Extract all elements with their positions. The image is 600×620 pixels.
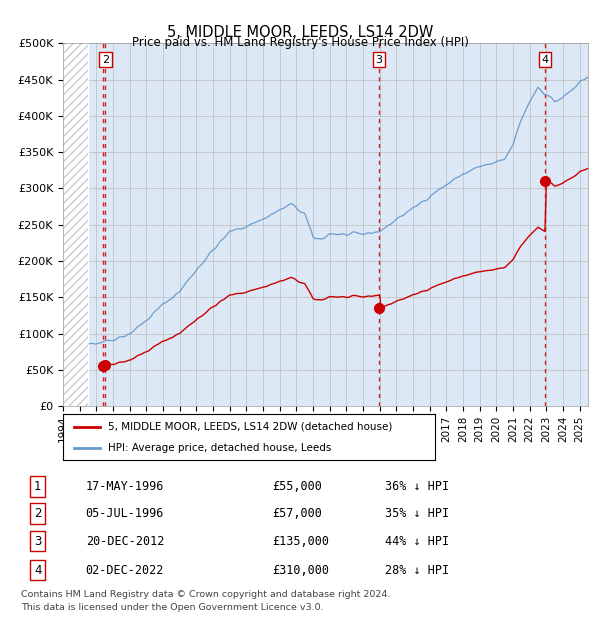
Text: 36% ↓ HPI: 36% ↓ HPI bbox=[385, 480, 449, 494]
Text: This data is licensed under the Open Government Licence v3.0.: This data is licensed under the Open Gov… bbox=[21, 603, 323, 612]
Text: 2: 2 bbox=[34, 507, 41, 520]
Text: 5, MIDDLE MOOR, LEEDS, LS14 2DW (detached house): 5, MIDDLE MOOR, LEEDS, LS14 2DW (detache… bbox=[107, 422, 392, 432]
Text: HPI: Average price, detached house, Leeds: HPI: Average price, detached house, Leed… bbox=[107, 443, 331, 453]
Text: 4: 4 bbox=[34, 564, 41, 577]
Text: 3: 3 bbox=[376, 55, 383, 64]
Text: 20-DEC-2012: 20-DEC-2012 bbox=[86, 534, 164, 547]
Text: £55,000: £55,000 bbox=[272, 480, 322, 494]
Text: 3: 3 bbox=[34, 534, 41, 547]
Text: 2: 2 bbox=[102, 55, 109, 64]
Text: 44% ↓ HPI: 44% ↓ HPI bbox=[385, 534, 449, 547]
Text: Contains HM Land Registry data © Crown copyright and database right 2024.: Contains HM Land Registry data © Crown c… bbox=[21, 590, 391, 600]
Text: Price paid vs. HM Land Registry's House Price Index (HPI): Price paid vs. HM Land Registry's House … bbox=[131, 36, 469, 49]
Text: 05-JUL-1996: 05-JUL-1996 bbox=[86, 507, 164, 520]
Text: 4: 4 bbox=[541, 55, 548, 64]
Text: 35% ↓ HPI: 35% ↓ HPI bbox=[385, 507, 449, 520]
Text: 28% ↓ HPI: 28% ↓ HPI bbox=[385, 564, 449, 577]
Text: 1: 1 bbox=[34, 480, 41, 494]
Text: £310,000: £310,000 bbox=[272, 564, 329, 577]
Text: 5, MIDDLE MOOR, LEEDS, LS14 2DW: 5, MIDDLE MOOR, LEEDS, LS14 2DW bbox=[167, 25, 433, 40]
Text: 02-DEC-2022: 02-DEC-2022 bbox=[86, 564, 164, 577]
Text: £135,000: £135,000 bbox=[272, 534, 329, 547]
Text: 17-MAY-1996: 17-MAY-1996 bbox=[86, 480, 164, 494]
Polygon shape bbox=[63, 43, 88, 406]
Text: £57,000: £57,000 bbox=[272, 507, 322, 520]
